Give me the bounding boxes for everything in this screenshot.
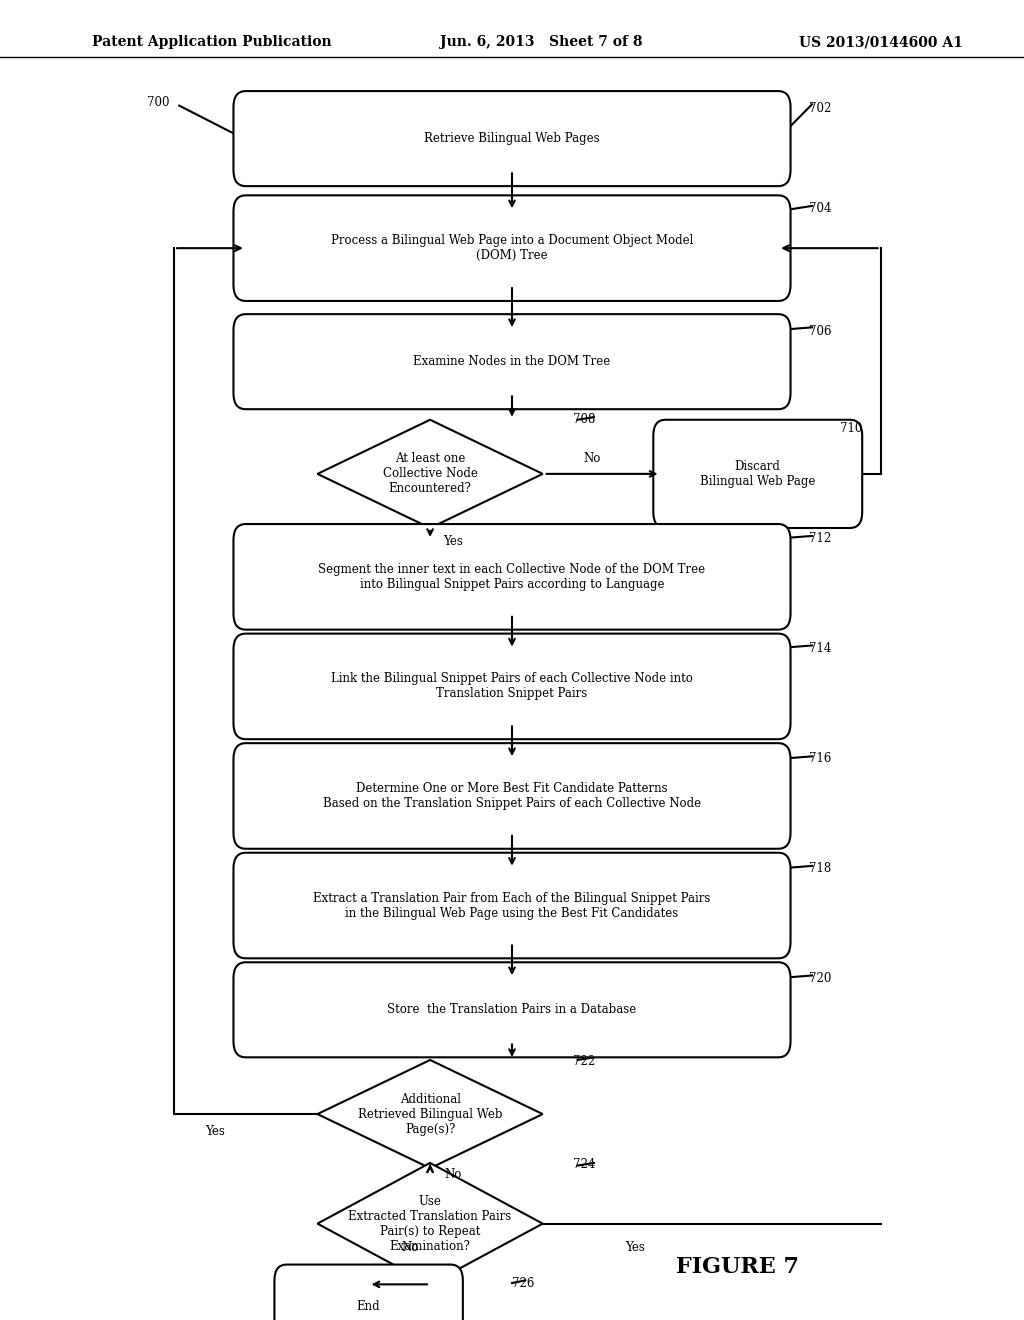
FancyBboxPatch shape — [653, 420, 862, 528]
Text: 714: 714 — [809, 642, 831, 655]
Text: 710: 710 — [840, 422, 862, 436]
Text: 720: 720 — [809, 972, 831, 985]
Text: Retrieve Bilingual Web Pages: Retrieve Bilingual Web Pages — [424, 132, 600, 145]
Text: Patent Application Publication: Patent Application Publication — [92, 36, 332, 49]
Text: End: End — [356, 1300, 381, 1313]
FancyBboxPatch shape — [233, 524, 791, 630]
Polygon shape — [317, 420, 543, 528]
Text: Additional
Retrieved Bilingual Web
Page(s)?: Additional Retrieved Bilingual Web Page(… — [357, 1093, 503, 1135]
Text: 716: 716 — [809, 752, 831, 766]
FancyBboxPatch shape — [233, 314, 791, 409]
Text: 712: 712 — [809, 532, 831, 545]
Text: US 2013/0144600 A1: US 2013/0144600 A1 — [799, 36, 963, 49]
Text: 726: 726 — [512, 1276, 535, 1290]
Text: Yes: Yes — [442, 536, 463, 548]
Polygon shape — [317, 1163, 543, 1284]
Text: Examine Nodes in the DOM Tree: Examine Nodes in the DOM Tree — [414, 355, 610, 368]
Text: No: No — [584, 451, 600, 465]
FancyBboxPatch shape — [233, 195, 791, 301]
FancyBboxPatch shape — [233, 962, 791, 1057]
Text: 706: 706 — [809, 325, 831, 338]
Text: Yes: Yes — [625, 1241, 645, 1254]
Text: Process a Bilingual Web Page into a Document Object Model
(DOM) Tree: Process a Bilingual Web Page into a Docu… — [331, 234, 693, 263]
Text: 702: 702 — [809, 102, 831, 115]
Text: 704: 704 — [809, 202, 831, 215]
FancyBboxPatch shape — [233, 853, 791, 958]
Text: 724: 724 — [573, 1158, 596, 1171]
Text: Link the Bilingual Snippet Pairs of each Collective Node into
Translation Snippe: Link the Bilingual Snippet Pairs of each… — [331, 672, 693, 701]
Text: Segment the inner text in each Collective Node of the DOM Tree
into Bilingual Sn: Segment the inner text in each Collectiv… — [318, 562, 706, 591]
Text: Extract a Translation Pair from Each of the Bilingual Snippet Pairs
in the Bilin: Extract a Translation Pair from Each of … — [313, 891, 711, 920]
Text: Discard
Bilingual Web Page: Discard Bilingual Web Page — [700, 459, 815, 488]
Text: At least one
Collective Node
Encountered?: At least one Collective Node Encountered… — [383, 453, 477, 495]
Text: Yes: Yes — [205, 1125, 225, 1138]
Polygon shape — [317, 1060, 543, 1168]
Text: No: No — [401, 1241, 418, 1254]
Text: Use
Extracted Translation Pairs
Pair(s) to Repeat
Examination?: Use Extracted Translation Pairs Pair(s) … — [348, 1195, 512, 1253]
Text: 708: 708 — [573, 413, 596, 426]
Text: 718: 718 — [809, 862, 831, 875]
Text: Determine One or More Best Fit Candidate Patterns
Based on the Translation Snipp: Determine One or More Best Fit Candidate… — [323, 781, 701, 810]
FancyBboxPatch shape — [233, 91, 791, 186]
Text: Jun. 6, 2013   Sheet 7 of 8: Jun. 6, 2013 Sheet 7 of 8 — [440, 36, 643, 49]
Text: Store  the Translation Pairs in a Database: Store the Translation Pairs in a Databas… — [387, 1003, 637, 1016]
Text: FIGURE 7: FIGURE 7 — [676, 1257, 799, 1278]
FancyBboxPatch shape — [274, 1265, 463, 1320]
FancyBboxPatch shape — [233, 743, 791, 849]
Text: 722: 722 — [573, 1055, 596, 1068]
FancyBboxPatch shape — [233, 634, 791, 739]
Text: 700: 700 — [147, 96, 170, 110]
Text: No: No — [444, 1168, 461, 1180]
